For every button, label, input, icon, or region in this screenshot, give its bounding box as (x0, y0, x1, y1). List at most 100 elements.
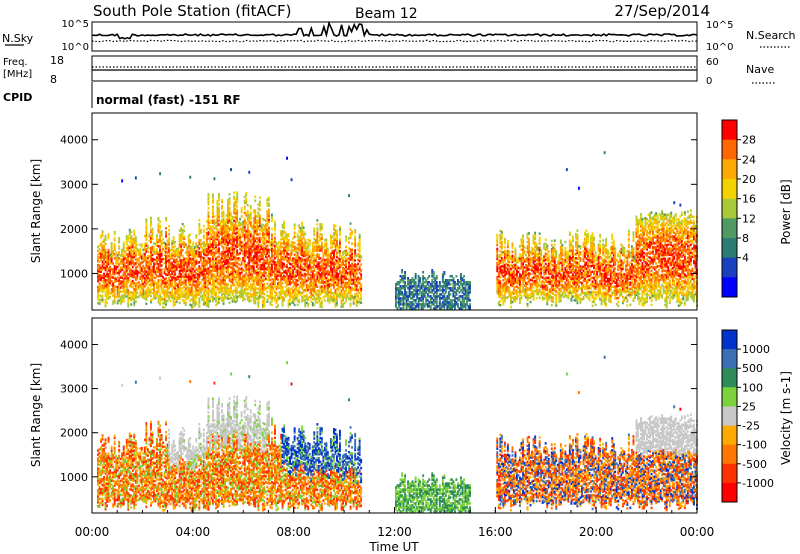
range-cell (178, 259, 181, 262)
range-cell (307, 302, 310, 306)
range-cell (101, 246, 104, 249)
range-cell (175, 278, 178, 281)
range-cell (175, 266, 178, 269)
range-cell (171, 276, 174, 279)
range-cell (125, 289, 128, 292)
range-cell (139, 291, 142, 295)
range-cell (174, 289, 177, 292)
range-cell (116, 271, 119, 275)
range-cell (119, 282, 122, 285)
range-cell (145, 234, 148, 237)
range-cell (136, 275, 139, 279)
range-cell (128, 246, 131, 250)
range-cell (125, 265, 128, 268)
range-cell (153, 246, 155, 249)
range-cell (156, 274, 158, 277)
range-cell (104, 234, 107, 238)
range-cell (422, 271, 425, 274)
range-cell (165, 299, 167, 302)
range-cell (127, 301, 130, 304)
range-cell (178, 257, 181, 260)
range-cell (136, 257, 139, 261)
range-cell (153, 276, 155, 279)
range-cell (168, 247, 170, 250)
range-cell (110, 290, 113, 293)
range-cell (151, 237, 154, 241)
range-cell (121, 294, 124, 298)
range-cell (122, 255, 125, 259)
range-cell (106, 257, 108, 260)
range-cell (145, 218, 148, 221)
range-cell (103, 250, 105, 253)
range-cell (107, 248, 110, 252)
range-cell (139, 285, 142, 289)
range-cell (180, 289, 183, 292)
range-cell (213, 215, 216, 218)
range-cell (113, 232, 116, 236)
range-cell (97, 285, 99, 289)
range-cell (139, 267, 142, 271)
range-cell (124, 273, 127, 276)
range-cell (157, 289, 160, 292)
range-cell (151, 235, 154, 239)
range-cell (166, 253, 169, 257)
range-cell (268, 202, 270, 206)
range-cell (157, 226, 160, 230)
range-cell (98, 298, 101, 301)
range-cell (110, 274, 113, 277)
range-cell (249, 221, 252, 224)
range-cell (308, 249, 311, 252)
range-cell (106, 293, 108, 296)
range-cell (143, 234, 146, 238)
range-cell (121, 280, 124, 284)
range-cell (159, 232, 161, 236)
range-cell (177, 277, 180, 280)
range-cell (172, 294, 175, 297)
range-cell (98, 256, 101, 259)
range-cell (110, 280, 113, 283)
range-cell (171, 272, 174, 275)
range-cell (169, 279, 172, 282)
range-cell (246, 224, 249, 227)
range-cell (121, 290, 124, 294)
range-cell (178, 267, 181, 270)
range-cell (127, 293, 130, 296)
range-cell (109, 253, 111, 257)
range-cell (178, 271, 181, 274)
range-cell (116, 259, 119, 263)
range-cell (160, 272, 163, 275)
range-cell (104, 292, 107, 296)
range-cell (293, 303, 296, 307)
range-cell (180, 235, 183, 238)
range-cell (218, 247, 220, 250)
range-cell (166, 293, 169, 297)
range-cell (166, 291, 169, 295)
freq-tick-top: 18 (50, 54, 64, 67)
range-cell (157, 259, 160, 262)
range-cell (216, 228, 219, 231)
range-cell (233, 267, 236, 271)
range-cell (103, 248, 105, 251)
range-cell (110, 250, 113, 253)
range-cell (147, 254, 149, 258)
range-cell (97, 253, 99, 257)
range-cell (181, 295, 184, 298)
range-cell (100, 294, 102, 298)
range-cell (133, 299, 136, 303)
range-cell (131, 241, 134, 245)
range-cell (150, 262, 152, 266)
range-cell (119, 296, 122, 299)
range-cell (180, 251, 183, 254)
range-cell (113, 242, 116, 246)
nave-tick-bottom: 0 (706, 76, 712, 87)
range-cell (174, 251, 177, 254)
range-cell (118, 239, 121, 242)
range-cell (159, 278, 161, 282)
range-cell (148, 279, 151, 283)
freq-label: Freq. (3, 57, 28, 68)
range-cell (165, 233, 167, 236)
range-cell (122, 269, 125, 273)
range-cell (113, 271, 116, 274)
range-cell (133, 231, 136, 235)
range-cell (97, 297, 99, 301)
